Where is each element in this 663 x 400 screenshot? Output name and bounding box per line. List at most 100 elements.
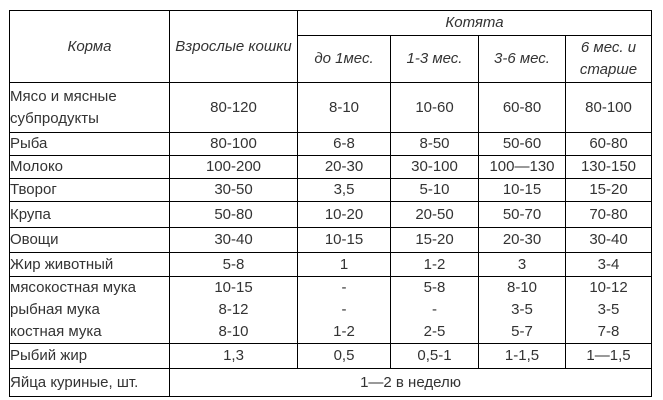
column-header-adult-cats: Взрослые кошки [169, 10, 298, 83]
value-line: 1 [339, 255, 349, 273]
value-line: 70-80 [589, 205, 628, 223]
value-line: 0,5-1 [417, 347, 452, 364]
value-cell: 60-80 [564, 132, 653, 156]
column-header-3-6mo: 3-6 мес. [478, 35, 566, 83]
value-cell: 20-30 [297, 155, 391, 179]
feed-name-cell: Рыба [9, 132, 170, 156]
value-line: - [432, 301, 437, 318]
merged-value-cell: 1—2 в неделю [168, 368, 653, 397]
feed-name-line: Крупа [10, 205, 51, 223]
value-cell: 10-15 [297, 227, 391, 253]
value-line: 50-70 [502, 205, 542, 223]
value-line: 3,5 [333, 181, 355, 198]
table-row: Рыбий жир 1,3 0,5 0,5-1 1-1,5 1—1,5 [9, 343, 653, 369]
value-line: 10-20 [324, 205, 364, 223]
value-line: 1,3 [223, 347, 244, 364]
value-line: 7-8 [597, 323, 620, 340]
feed-name-line: Жир животный [10, 255, 114, 273]
value-cell: 100-200 [169, 155, 298, 179]
value-line: 60-80 [589, 135, 628, 152]
table-row: Мясо и мясные субпродукты 80-120 8-10 10-60… [9, 82, 653, 133]
feed-name-cell: Овощи [9, 227, 170, 253]
feed-name-cell: Творог [9, 178, 170, 202]
value-cell: 10-15 [478, 178, 566, 202]
value-line: 10-15 [502, 181, 542, 198]
value-cell: 0,5 [297, 343, 391, 369]
feed-name-line: мясокостная мука [10, 279, 137, 296]
column-group-kittens: Котята [296, 10, 653, 36]
value-line: 8-10 [218, 323, 249, 340]
value-cell: 6-8 [297, 132, 391, 156]
value-line: 5-7 [511, 323, 533, 340]
feed-name-line: Молоко [10, 158, 64, 175]
value-line: 8-12 [218, 301, 249, 318]
feed-name-line: Яйца куриные, шт. [10, 373, 139, 391]
value-line: 3-5 [597, 301, 620, 318]
value-cell: 15-20 [390, 227, 479, 253]
value-cell: 8-50 [390, 132, 479, 156]
table-body: Мясо и мясные субпродукты 80-120 8-10 10-60… [9, 82, 653, 397]
header-row-top: Корма Взрослые кошки Котята [9, 10, 653, 83]
table-row: Яйца куриные, шт. 1—2 в неделю [9, 368, 653, 397]
value-line: 100—130 [489, 158, 555, 175]
table-row: Рыба 80-100 6-8 8-50 50-60 60-80 [9, 132, 653, 156]
value-line: 2-5 [423, 323, 446, 340]
value-cell: 20-30 [478, 227, 566, 253]
value-line: 5-8 [222, 255, 245, 273]
column-header-feed: Корма [9, 10, 170, 83]
feed-name-line: рыбная мука [10, 301, 100, 318]
table-row: Крупа 50-80 10-20 20-50 50-70 70-80 [9, 201, 653, 228]
value-line: 30-50 [214, 181, 253, 198]
value-cell: 1,3 [169, 343, 298, 369]
value-line: 3-5 [511, 301, 533, 318]
value-line: 20-30 [324, 158, 364, 175]
value-line: 15-20 [589, 181, 628, 198]
value-cell: 70-80 [564, 201, 653, 228]
value-cell: 3 [478, 252, 566, 277]
value-line: 8-10 [506, 279, 538, 296]
value-line: 0,5 [333, 347, 355, 364]
value-line: 130-150 [580, 158, 637, 175]
value-line: 6-8 [333, 135, 355, 152]
value-line: 10-15 [214, 279, 253, 296]
value-cell: 8-10 [297, 82, 391, 133]
value-cell: 10-15 8-12 8-10 [169, 276, 298, 344]
value-line: 8-10 [328, 98, 360, 116]
value-line: 80-120 [210, 98, 257, 116]
value-line: 10-60 [415, 98, 454, 116]
value-line: 8-50 [419, 135, 450, 152]
value-cell: 5-8 [169, 252, 298, 277]
column-header-6mo-plus: 6 мес. и старше [564, 35, 653, 83]
value-cell: 10-20 [297, 201, 391, 228]
feed-name-line: Творог [10, 181, 57, 198]
table-row: Молоко 100-200 20-30 30-100 100—130 130-150 [9, 155, 653, 179]
value-line: 30-100 [411, 158, 458, 175]
value-cell: 80-100 [564, 82, 653, 133]
feed-name-line: Мясо и мясные субпродукты [10, 87, 117, 127]
value-line: 5-8 [423, 279, 446, 296]
value-line: 50-80 [214, 205, 253, 223]
feed-name-cell: Жир животный [9, 252, 170, 277]
value-line: 30-40 [214, 231, 253, 248]
value-line: 80-100 [210, 135, 257, 152]
table-row: Творог 30-50 3,5 5-10 10-15 15-20 [9, 178, 653, 202]
value-line: 1—1,5 [586, 347, 631, 364]
value-line: 5-10 [419, 181, 450, 198]
value-cell: 10-12 3-5 7-8 [564, 276, 653, 344]
value-line: 10-15 [324, 231, 364, 248]
feed-name-cell: Крупа [9, 201, 170, 228]
value-line: 50-60 [502, 135, 542, 152]
value-cell: 50-80 [169, 201, 298, 228]
value-cell: 30-40 [564, 227, 653, 253]
value-cell: 80-120 [169, 82, 298, 133]
value-cell: 5-10 [390, 178, 479, 202]
feed-name-line: костная мука [10, 323, 102, 340]
header-row-sub: до 1мес. 1-3 мес. 3-6 мес. 6 мес. и стар… [10, 35, 653, 83]
value-line: 3 [517, 255, 527, 273]
value-cell: 5-8 - 2-5 [390, 276, 479, 344]
value-cell: 30-50 [169, 178, 298, 202]
value-cell: 1—1,5 [564, 343, 653, 369]
feed-name-line: Рыба [10, 135, 48, 152]
value-cell: 10-60 [390, 82, 479, 133]
value-line: 60-80 [502, 98, 542, 116]
